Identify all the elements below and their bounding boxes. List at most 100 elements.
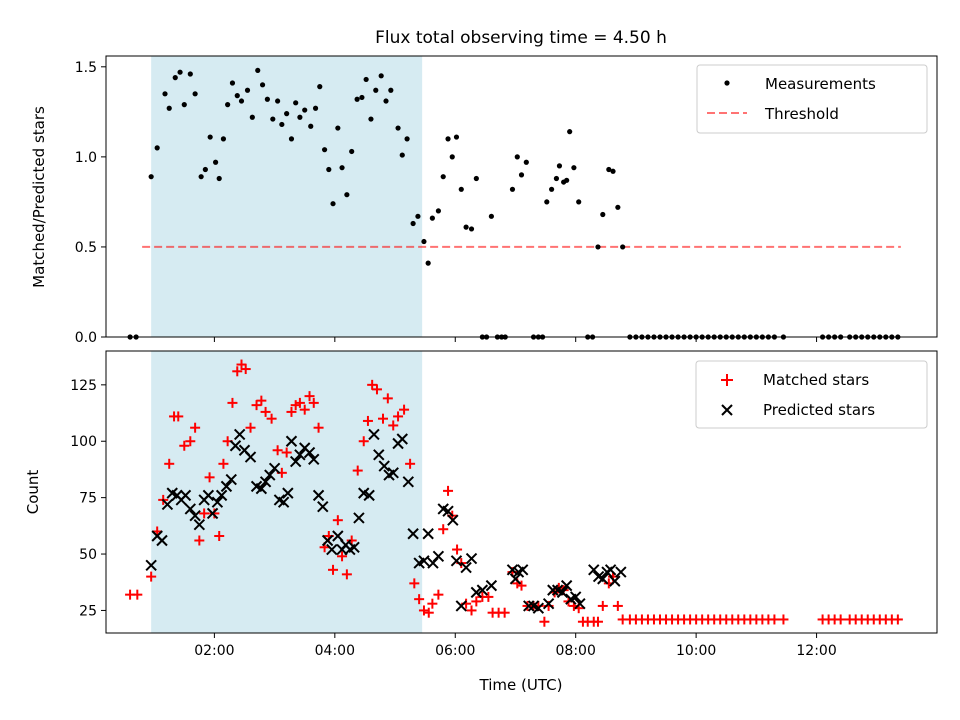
matched-star-point [185,436,196,447]
matched-star-point [199,508,210,519]
predicted-star-point [321,534,334,547]
measurement-point [410,220,416,227]
measurement-point [440,174,446,180]
bottom-plot-frame [105,350,938,634]
measurement-point [216,175,222,182]
predicted-star-point [574,597,586,610]
predicted-star-stroke-b [592,570,605,583]
predicted-star-point [264,469,276,481]
measurement-point [288,136,295,142]
measurement-point [395,125,401,131]
predicted-star-point [353,512,365,524]
predicted-star-point [516,564,529,576]
measurement-point [297,114,303,120]
matched-star-point [173,411,184,422]
bottom-y-ticks: 25 50 75 100 125 [70,378,106,619]
matched-star-point [371,384,382,395]
legend-measurements-label: Measurements [765,75,876,93]
measurement-point [202,166,208,173]
predicted-star-point [542,597,555,610]
matched-star-point [539,616,550,627]
measurement-point [198,174,204,180]
predicted-star-stroke-b [588,564,600,576]
predicted-star-stroke-b [312,489,325,502]
x-tick-label: 06:00 [435,643,475,659]
predicted-star-stroke-b [358,487,370,499]
predicted-star-stroke-b [609,575,621,587]
predicted-star-stroke-b [363,489,375,502]
predicted-star-stroke-b [202,489,215,502]
measurement-point [284,111,290,117]
predicted-star-stroke-b [259,476,272,488]
predicted-star-point [523,600,535,612]
bottom-y-tick-label: 25 [79,603,97,619]
predicted-star-point [447,514,459,526]
matched-star-point [516,580,527,591]
matched-star-point [362,415,373,426]
predicted-star-stroke-b [509,573,522,585]
predicted-star-stroke-b [465,552,478,565]
measurement-point [148,174,154,180]
measurement-point [600,211,606,218]
matched-star-point [443,485,454,496]
predicted-star-stroke-b [485,579,498,592]
matched-star-point [399,404,410,415]
matched-star-point [232,366,243,377]
predicted-star-point [465,552,478,565]
predicted-star-stroke-b [556,586,569,599]
bottom-y-tick-label: 100 [70,434,97,450]
predicted-star-point [368,428,380,441]
predicted-star-stroke-b [547,584,559,596]
predicted-star-stroke-b [407,528,419,540]
predicted-star-stroke-b [396,433,408,445]
predicted-star-point [268,462,281,475]
measurement-point [192,91,198,97]
measurement-point [335,125,341,131]
matched-star-point [164,458,175,469]
predicted-star-stroke-b [523,600,535,612]
predicted-star-stroke-b [604,564,617,576]
chart-title: Flux total observing time = 4.50 h [375,28,667,48]
predicted-star-stroke-b [353,512,365,524]
predicted-star-point [229,440,242,452]
predicted-star-stroke-b [161,498,174,511]
predicted-star-point [418,555,430,567]
matched-star-point [313,422,324,433]
measurement-point [326,166,332,173]
predicted-star-stroke-b [179,489,192,502]
predicted-star-stroke-b [233,428,246,441]
top-y-axis-label: Matched/Predicted stars [30,106,48,288]
legend-matched-label: Matched stars [763,371,869,389]
matched-star-point [337,551,348,562]
measurement-point [620,244,626,250]
measurement-point [445,136,451,142]
matched-star-point [414,594,425,605]
predicted-star-point [193,519,206,531]
matched-star-point [483,591,494,602]
measurement-point [368,116,374,122]
predicted-star-stroke-b [516,564,529,576]
predicted-star-point [348,541,360,553]
predicted-star-point [485,579,498,592]
predicted-star-stroke-b [244,451,257,463]
predicted-star-stroke-b [373,449,385,461]
measurement-point [373,87,379,93]
top-shade-span [151,56,423,337]
predicted-star-point [373,449,385,461]
predicted-star-stroke-b [277,496,290,508]
matched-star-point [299,404,310,415]
predicted-star-point [189,509,201,522]
measurement-point [312,105,319,111]
predicted-star-stroke-b [418,555,430,567]
predicted-star-point [615,566,627,578]
measurement-point [302,107,308,113]
matched-star-point [294,397,305,408]
predicted-star-stroke-b [289,455,302,468]
predicted-star-point [303,446,316,459]
predicted-stars-points [145,428,627,614]
matched-star-point [612,600,623,611]
predicted-star-point [255,482,268,495]
matched-star-point [367,379,378,390]
matched-star-point [352,465,363,476]
matched-star-point [240,364,251,375]
